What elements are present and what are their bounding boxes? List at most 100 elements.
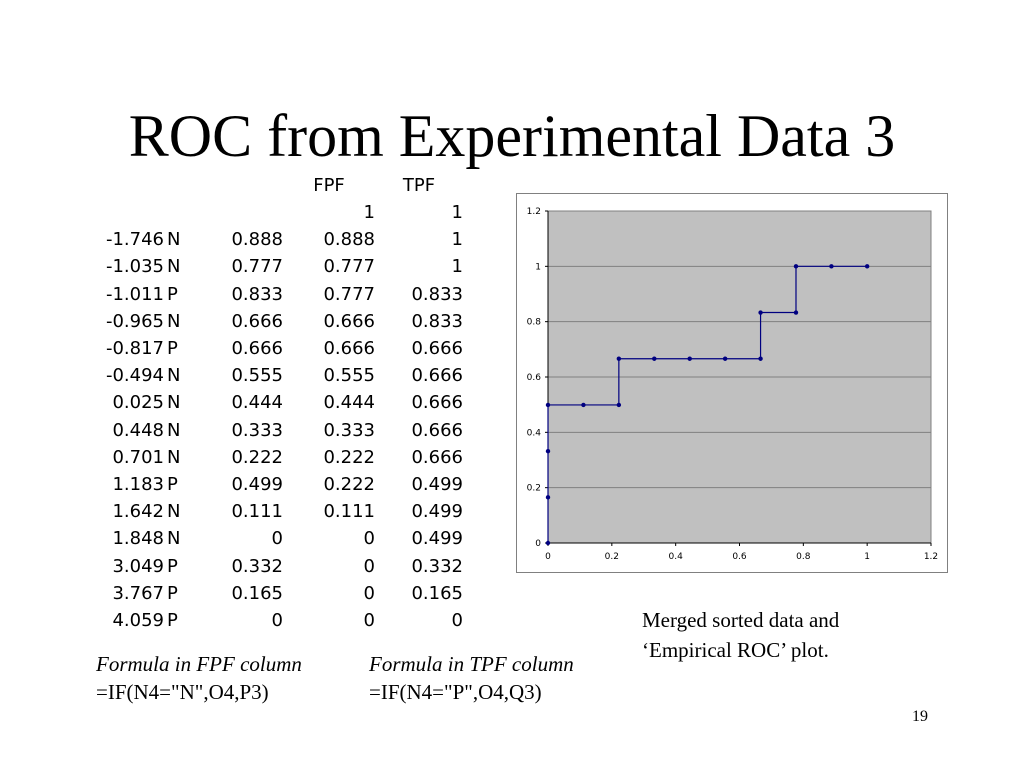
roc-data-point bbox=[758, 310, 763, 315]
cell-fpf: 0 bbox=[363, 609, 375, 631]
x-tick-label: 1 bbox=[864, 552, 870, 562]
table-row: 0.448 N 0.333 0.333 0.666 bbox=[86, 417, 463, 444]
y-tick-label: 0.8 bbox=[527, 318, 542, 328]
cell-score: 0 bbox=[271, 528, 283, 550]
cell-class: P bbox=[167, 338, 178, 360]
cell-fpf: 0.444 bbox=[323, 392, 375, 414]
header-fpf: FPF bbox=[313, 175, 345, 196]
tpf-formula-label: Formula in TPF column bbox=[369, 652, 574, 676]
caption-line-2: ‘Empirical ROC’ plot. bbox=[642, 638, 829, 662]
cell-fpf: 0 bbox=[363, 528, 375, 550]
cell-fpf: 0.666 bbox=[323, 338, 375, 360]
cell-tpf: 0.833 bbox=[411, 283, 463, 305]
roc-data-point bbox=[545, 495, 551, 500]
cell-class: P bbox=[167, 609, 178, 631]
cell-value: 1.848 bbox=[112, 528, 164, 550]
cell-fpf: 0.777 bbox=[323, 256, 375, 278]
cell-value: 0.701 bbox=[112, 446, 164, 468]
cell-class: N bbox=[167, 446, 181, 468]
cell-value: -1.746 bbox=[105, 229, 164, 251]
roc-data-point bbox=[652, 356, 657, 361]
cell-fpf: 0.333 bbox=[323, 419, 375, 441]
cell-score: 0.165 bbox=[231, 582, 283, 604]
cell-score: 0.332 bbox=[231, 555, 283, 577]
cell-fpf: 0.222 bbox=[323, 473, 375, 495]
cell-tpf: 0.165 bbox=[411, 582, 463, 604]
y-tick-label: 0 bbox=[535, 539, 541, 549]
table-row: 3.049 P 0.332 0 0.332 bbox=[86, 552, 463, 579]
header-class bbox=[164, 172, 197, 199]
slide-title: ROC from Experimental Data 3 bbox=[128, 103, 896, 169]
cell-tpf: 1 bbox=[451, 256, 463, 278]
table-row: 1.848 N 0 0 0.499 bbox=[86, 525, 463, 552]
cell-fpf: 0.555 bbox=[323, 365, 375, 387]
cell-value: 3.049 bbox=[112, 555, 164, 577]
cell-score bbox=[197, 199, 283, 226]
cell-tpf: 0.666 bbox=[411, 338, 463, 360]
cell-fpf: 0.888 bbox=[323, 229, 375, 251]
cell-score: 0.833 bbox=[231, 283, 283, 305]
y-tick-label: 0.6 bbox=[527, 373, 542, 383]
table-row: -0.494 N 0.555 0.555 0.666 bbox=[86, 362, 463, 389]
cell-tpf: 0.332 bbox=[411, 555, 463, 577]
cell-value: -0.494 bbox=[105, 365, 164, 387]
roc-data-point bbox=[758, 356, 763, 361]
page-number: 19 bbox=[912, 708, 928, 725]
cell-value: 4.059 bbox=[112, 609, 164, 631]
cell-tpf: 1 bbox=[451, 229, 463, 251]
fpf-formula-block: Formula in FPF column =IF(N4="N",O4,P3) bbox=[96, 650, 302, 706]
cell-tpf: 0.499 bbox=[411, 473, 463, 495]
roc-data-point bbox=[616, 402, 622, 408]
fpf-formula: =IF(N4="N",O4,P3) bbox=[96, 680, 269, 704]
fpf-formula-label: Formula in FPF column bbox=[96, 652, 302, 676]
table-header-row: FPF TPF bbox=[86, 172, 463, 199]
header-value bbox=[86, 172, 164, 199]
cell-value: 3.767 bbox=[112, 582, 164, 604]
table-row: -1.011 P 0.833 0.777 0.833 bbox=[86, 281, 463, 308]
roc-data-point bbox=[793, 264, 799, 269]
table-row: 0.025 N 0.444 0.444 0.666 bbox=[86, 389, 463, 416]
table-row: -1.746 N 0.888 0.888 1 bbox=[86, 226, 463, 253]
cell-class: N bbox=[167, 229, 181, 251]
y-tick-label: 1.2 bbox=[527, 207, 541, 217]
header-score bbox=[197, 172, 283, 199]
roc-chart: 0 0.2 0.4 0.6 0.8 1 1.2 0 0.2 0.4 0.6 0.8 1 1.2 bbox=[516, 193, 948, 573]
cell-fpf: 0.777 bbox=[323, 283, 375, 305]
roc-data-point bbox=[545, 402, 551, 408]
cell-tpf: 0.666 bbox=[411, 365, 463, 387]
cell-value: -1.011 bbox=[105, 283, 164, 305]
roc-data-point bbox=[864, 264, 870, 269]
cell-value: 1.642 bbox=[112, 501, 164, 523]
cell-value: -0.965 bbox=[105, 310, 164, 332]
cell-score: 0.444 bbox=[231, 392, 283, 414]
table-row: 3.767 P 0.165 0 0.165 bbox=[86, 580, 463, 607]
cell-value bbox=[86, 199, 164, 226]
cell-score: 0 bbox=[271, 609, 283, 631]
cell-score: 0.222 bbox=[231, 446, 283, 468]
cell-class: P bbox=[167, 555, 178, 577]
cell-tpf: 1 bbox=[451, 202, 463, 224]
table-row: 1.183 P 0.499 0.222 0.499 bbox=[86, 471, 463, 498]
cell-tpf: 0.666 bbox=[411, 392, 463, 414]
data-table: FPF TPF 1 1 -1.746 N 0.888 0.888 1 -1.035 N 0.777 0.… bbox=[86, 172, 463, 634]
cell-fpf: 0 bbox=[363, 582, 375, 604]
roc-series-line bbox=[547, 265, 868, 543]
x-tick-label: 0.4 bbox=[669, 552, 684, 562]
roc-data-point bbox=[581, 402, 586, 408]
cell-fpf: 0.111 bbox=[323, 501, 375, 523]
cell-value: -0.817 bbox=[105, 338, 164, 360]
cell-tpf: 0.499 bbox=[411, 501, 463, 523]
cell-tpf: 0.666 bbox=[411, 446, 463, 468]
cell-score: 0.777 bbox=[231, 256, 283, 278]
cell-value: 0.448 bbox=[112, 419, 164, 441]
cell-class: N bbox=[167, 528, 181, 550]
x-tick-label: 0.8 bbox=[796, 552, 811, 562]
cell-value: -1.035 bbox=[105, 256, 164, 278]
x-tick-label: 0.2 bbox=[605, 552, 619, 562]
roc-data-point bbox=[616, 356, 622, 361]
cell-value: 0.025 bbox=[112, 392, 164, 414]
y-tick-label: 0.2 bbox=[527, 484, 541, 494]
table-row: 0.701 N 0.222 0.222 0.666 bbox=[86, 444, 463, 471]
chart-caption: Merged sorted data and ‘Empirical ROC’ p… bbox=[642, 605, 839, 665]
